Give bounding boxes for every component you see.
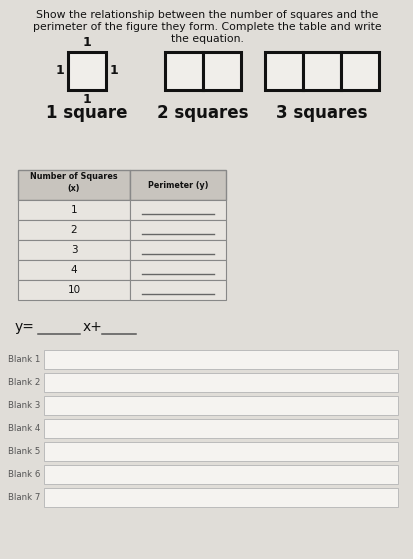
Text: Blank 2: Blank 2 — [7, 378, 40, 387]
Bar — [340, 52, 378, 90]
Text: the equation.: the equation. — [170, 34, 243, 44]
Text: Blank 5: Blank 5 — [7, 447, 40, 456]
Text: 2: 2 — [71, 225, 77, 235]
Bar — [130, 220, 225, 240]
Bar — [130, 280, 225, 300]
Bar — [202, 52, 240, 90]
Bar — [18, 220, 130, 240]
Bar — [18, 280, 130, 300]
Bar — [18, 200, 130, 220]
Bar — [44, 488, 397, 507]
Text: Blank 1: Blank 1 — [7, 355, 40, 364]
Bar — [302, 52, 340, 90]
Text: Show the relationship between the number of squares and the: Show the relationship between the number… — [36, 10, 377, 20]
Text: y=: y= — [15, 320, 35, 334]
Text: Number of Squares
(x): Number of Squares (x) — [30, 172, 118, 193]
Bar — [165, 52, 202, 90]
Bar — [44, 465, 397, 484]
Text: 1: 1 — [55, 64, 64, 78]
Bar — [264, 52, 302, 90]
Text: 1: 1 — [83, 36, 91, 49]
Bar — [44, 396, 397, 415]
Bar — [18, 170, 130, 200]
Bar — [130, 170, 225, 200]
Text: 3: 3 — [71, 245, 77, 255]
Text: 4: 4 — [71, 265, 77, 275]
Text: 10: 10 — [67, 285, 81, 295]
Text: Blank 6: Blank 6 — [7, 470, 40, 479]
Bar — [18, 260, 130, 280]
Bar — [44, 442, 397, 461]
Text: x+: x+ — [83, 320, 102, 334]
Text: 1: 1 — [71, 205, 77, 215]
Text: Blank 4: Blank 4 — [7, 424, 40, 433]
Bar — [44, 373, 397, 392]
Bar — [18, 240, 130, 260]
Text: 3 squares: 3 squares — [275, 104, 367, 122]
Text: 2 squares: 2 squares — [157, 104, 248, 122]
Text: Perimeter (y): Perimeter (y) — [147, 181, 208, 190]
Bar — [44, 419, 397, 438]
Text: 1: 1 — [83, 93, 91, 106]
Bar — [130, 200, 225, 220]
Text: perimeter of the figure they form. Complete the table and write: perimeter of the figure they form. Compl… — [33, 22, 380, 32]
Text: Blank 3: Blank 3 — [7, 401, 40, 410]
Text: 1 square: 1 square — [46, 104, 128, 122]
Text: 1: 1 — [110, 64, 119, 78]
Bar — [130, 260, 225, 280]
Text: Blank 7: Blank 7 — [7, 493, 40, 502]
Bar — [130, 240, 225, 260]
Bar — [44, 350, 397, 369]
Bar — [68, 52, 106, 90]
